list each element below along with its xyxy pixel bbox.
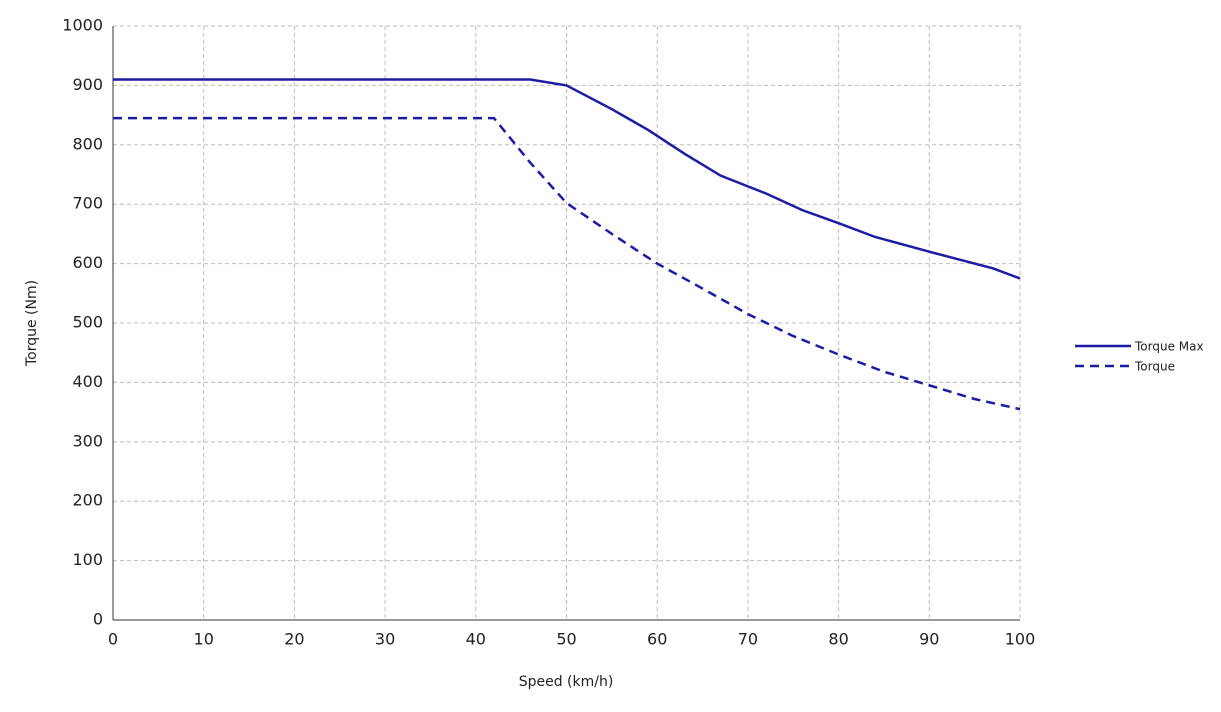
x-tick-label: 100: [1005, 630, 1036, 649]
legend-label: Torque Max: [1134, 340, 1204, 354]
x-tick-label: 80: [828, 630, 848, 649]
x-tick-label: 30: [375, 630, 395, 649]
x-tick-label: 70: [738, 630, 758, 649]
y-tick-label: 600: [72, 253, 103, 272]
x-tick-label: 90: [919, 630, 939, 649]
x-tick-label: 60: [647, 630, 667, 649]
line-series: [113, 78, 1021, 280]
x-tick-label: 50: [556, 630, 576, 649]
x-tick-label: 20: [284, 630, 304, 649]
x-tick-label: 0: [108, 630, 118, 649]
y-tick-label: 500: [72, 313, 103, 332]
y-tick-label: 300: [72, 431, 103, 450]
y-tick-label: 0: [93, 610, 103, 629]
y-tick-label: 1000: [62, 16, 103, 35]
y-tick-label: 200: [72, 491, 103, 510]
y-tick-label: 100: [72, 550, 103, 569]
x-tick-label: 10: [194, 630, 214, 649]
x-tick-label: 40: [466, 630, 486, 649]
line-series: [113, 116, 1021, 411]
x-axis-title: Speed (km/h): [519, 674, 614, 690]
y-axis-title: Torque (Nm): [24, 280, 40, 367]
y-tick-label: 700: [72, 194, 103, 213]
legend-label: Torque: [1134, 360, 1175, 374]
y-tick-label: 800: [72, 134, 103, 153]
y-tick-label: 900: [72, 75, 103, 94]
y-tick-label: 400: [72, 372, 103, 391]
